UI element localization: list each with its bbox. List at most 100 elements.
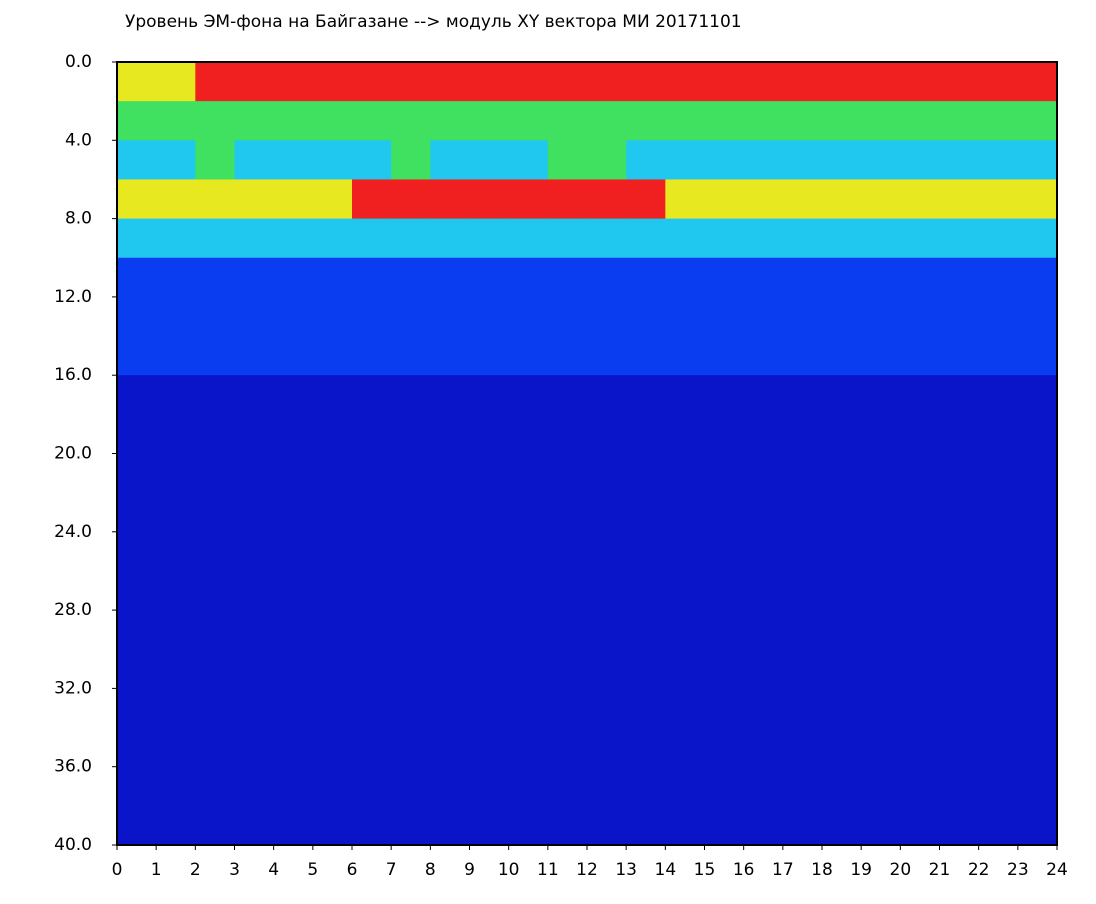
heat-cell xyxy=(352,531,392,572)
heat-cell xyxy=(743,336,784,376)
heat-cell xyxy=(782,570,823,611)
heat-cell xyxy=(861,688,901,729)
heat-cell xyxy=(273,257,314,298)
heat-cell xyxy=(508,101,549,141)
heat-cell xyxy=(978,179,1019,220)
heat-cell xyxy=(900,766,940,807)
heat-cell xyxy=(391,492,431,533)
heat-cell xyxy=(234,727,275,768)
heat-cell xyxy=(117,336,157,376)
heat-cell xyxy=(626,570,666,611)
heat-cell xyxy=(861,727,901,768)
heat-cell xyxy=(978,610,1019,650)
heat-cell xyxy=(822,414,862,454)
heat-cell xyxy=(626,610,666,650)
heat-cell xyxy=(782,453,823,494)
heat-cell xyxy=(782,375,823,415)
heat-cell xyxy=(117,218,157,259)
heat-cell xyxy=(743,492,784,533)
heat-cell xyxy=(117,766,157,807)
heat-cell xyxy=(469,62,510,102)
heat-cell xyxy=(273,531,314,572)
heat-cell xyxy=(508,140,549,180)
heat-cell xyxy=(352,492,392,533)
heat-cell xyxy=(117,688,157,729)
heat-cell xyxy=(978,101,1019,141)
heat-cell xyxy=(547,492,588,533)
heat-cell xyxy=(117,610,157,650)
heat-cell xyxy=(156,62,196,102)
heat-cell xyxy=(782,766,823,807)
heat-cell xyxy=(430,101,470,141)
heat-cell xyxy=(469,492,510,533)
y-tick-label: 28.0 xyxy=(54,600,92,620)
heat-cell xyxy=(822,610,862,650)
heat-cell xyxy=(508,257,549,298)
heat-cell xyxy=(156,805,196,846)
heat-cell xyxy=(704,766,745,807)
heat-cell xyxy=(978,727,1019,768)
heat-cell xyxy=(665,296,705,337)
heat-cell xyxy=(508,336,549,376)
heat-cell xyxy=(743,688,784,729)
heat-cell xyxy=(234,531,275,572)
heat-cell xyxy=(430,453,470,494)
heat-cell xyxy=(273,766,314,807)
heat-cell xyxy=(312,766,353,807)
heat-cell xyxy=(900,688,940,729)
y-tick-label: 16.0 xyxy=(54,365,92,385)
heat-cell xyxy=(743,296,784,337)
heat-cell xyxy=(273,688,314,729)
heat-cell xyxy=(704,336,745,376)
heat-cell xyxy=(861,610,901,650)
heat-cell xyxy=(626,218,666,259)
heat-cell xyxy=(861,375,901,415)
heat-cell xyxy=(273,179,314,220)
heat-cell xyxy=(352,570,392,611)
heat-cell xyxy=(352,414,392,454)
heat-cell xyxy=(861,531,901,572)
heat-cell xyxy=(156,688,196,729)
heat-cell xyxy=(430,766,470,807)
heat-cell xyxy=(273,727,314,768)
heat-cell xyxy=(430,492,470,533)
heat-cell xyxy=(782,296,823,337)
heat-cell xyxy=(430,649,470,689)
heat-cell xyxy=(822,766,862,807)
x-tick-label: 13 xyxy=(615,860,637,880)
heat-cell xyxy=(391,101,431,141)
heat-cell xyxy=(156,766,196,807)
heat-cell xyxy=(939,336,980,376)
heat-cell xyxy=(117,570,157,611)
heat-cell xyxy=(195,805,235,846)
heat-cell xyxy=(547,805,588,846)
heat-cell xyxy=(665,649,705,689)
heat-cell xyxy=(508,531,549,572)
heat-cell xyxy=(352,62,392,102)
heat-cell xyxy=(156,610,196,650)
heat-cell xyxy=(900,257,940,298)
heat-cell xyxy=(822,101,862,141)
heat-cell xyxy=(469,336,510,376)
heat-cell xyxy=(665,805,705,846)
heat-cell xyxy=(900,179,940,220)
heat-cell xyxy=(861,336,901,376)
heat-cell xyxy=(900,414,940,454)
heat-cell xyxy=(547,179,588,220)
heat-cell xyxy=(195,492,235,533)
heat-cell xyxy=(900,570,940,611)
heat-cell xyxy=(939,218,980,259)
heat-cell xyxy=(978,570,1019,611)
x-tick-label: 2 xyxy=(190,860,201,880)
heat-cell xyxy=(352,218,392,259)
heat-cell xyxy=(900,649,940,689)
heat-cell xyxy=(939,688,980,729)
heat-cell xyxy=(665,101,705,141)
heat-cell xyxy=(822,296,862,337)
heat-cell xyxy=(117,727,157,768)
heat-cell xyxy=(156,296,196,337)
heat-cell xyxy=(156,649,196,689)
heat-cell xyxy=(978,375,1019,415)
chart-title: Уровень ЭМ-фона на Байгазане --> модуль … xyxy=(125,12,742,32)
